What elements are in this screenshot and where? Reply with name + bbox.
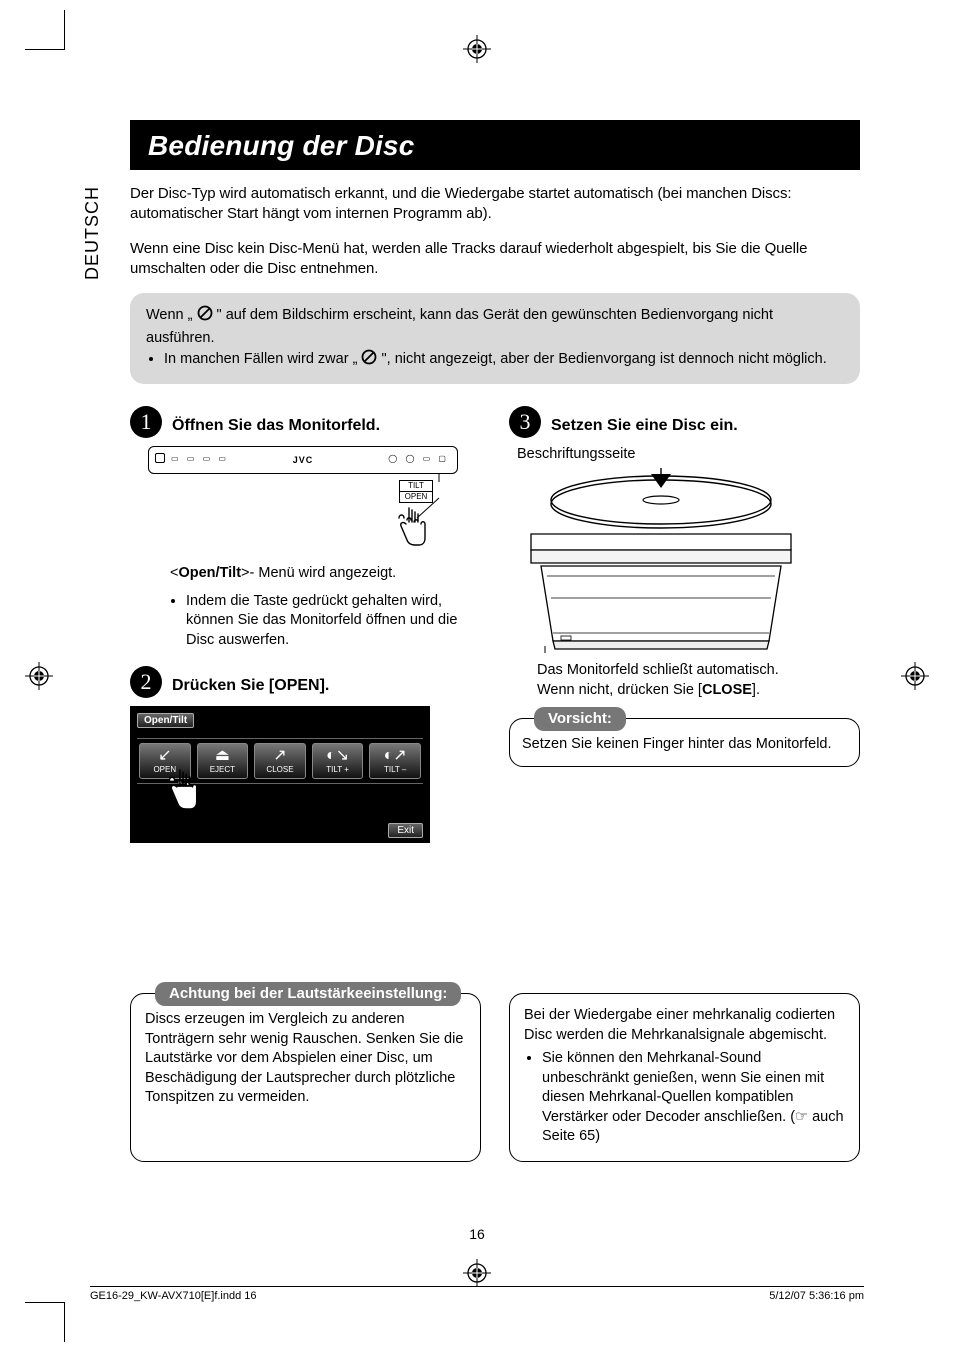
- registration-mark-right: [901, 662, 929, 690]
- step-2-number: 2: [130, 666, 162, 698]
- footer-date: 5/12/07 5:36:16 pm: [769, 1290, 864, 1302]
- step-3-note-2: Wenn nicht, drücken Sie [CLOSE].: [537, 681, 860, 701]
- hand-cursor-icon: [391, 504, 431, 548]
- prohibit-text-2a: In manchen Fällen wird zwar „: [164, 351, 357, 367]
- step-3-number: 3: [509, 406, 541, 438]
- multichannel-box: Bei der Wiedergabe einer mehrkanalig cod…: [509, 993, 860, 1162]
- screen-btn-tilt-plus[interactable]: ◐↘TILT +: [312, 743, 364, 779]
- volume-warning-label: Achtung bei der Lautstärkeeinstellung:: [155, 982, 461, 1006]
- language-tab: DEUTSCH: [82, 186, 103, 280]
- footer: GE16-29_KW-AVX710[E]f.indd 16 5/12/07 5:…: [90, 1286, 864, 1302]
- registration-mark-bottom: [463, 1259, 491, 1287]
- registration-mark-top: [463, 35, 491, 63]
- screen-btn-tilt-minus[interactable]: ◐↗TILT –: [369, 743, 421, 779]
- crop-mark-bl: [25, 1302, 65, 1342]
- prohibit-text-1b: " auf dem Bildschirm erscheint, kann das…: [146, 307, 773, 346]
- volume-warning-text: Discs erzeugen im Vergleich zu anderen T…: [145, 1010, 466, 1108]
- step-3-note-1: Das Monitorfeld schließt automatisch.: [537, 661, 860, 681]
- prohibit-icon: [361, 349, 377, 372]
- caution-text: Setzen Sie keinen Finger hinter das Moni…: [522, 735, 847, 754]
- step-1-bullet: Indem die Taste gedrückt gehalten wird, …: [186, 592, 481, 651]
- page-number: 16: [469, 1226, 485, 1242]
- page-title-bar: Bedienung der Disc: [130, 120, 860, 170]
- crop-mark-tl: [25, 10, 65, 50]
- open-tilt-screen: Open/Tilt ↙OPEN ⏏EJECT ↗CLOSE ◐↘TILT + ◐…: [130, 706, 430, 843]
- device-panel-illustration: ▭ ▭ ▭ ▭ JVC ◯ ◯ ▭ ▢: [148, 446, 458, 474]
- prohibit-callout: Wenn „ " auf dem Bildschirm erscheint, k…: [130, 293, 860, 384]
- caution-box: Vorsicht: Setzen Sie keinen Finger hinte…: [509, 718, 860, 767]
- step-2-title: Drücken Sie [OPEN].: [172, 677, 329, 698]
- intro-paragraph-1: Der Disc-Typ wird automatisch erkannt, u…: [130, 184, 860, 225]
- volume-warning-box: Achtung bei der Lautstärkeeinstellung: D…: [130, 993, 481, 1162]
- caution-label: Vorsicht:: [534, 707, 626, 731]
- device-brand: JVC: [293, 455, 314, 465]
- registration-mark-left: [25, 662, 53, 690]
- step-3-caption: Beschriftungsseite: [517, 446, 860, 462]
- screen-title: Open/Tilt: [137, 713, 194, 728]
- hand-cursor-icon: [161, 765, 203, 816]
- step-3-title: Setzen Sie eine Disc ein.: [551, 417, 738, 438]
- step-1-number: 1: [130, 406, 162, 438]
- step-1-title: Öffnen Sie das Monitorfeld.: [172, 417, 380, 438]
- prohibit-icon: [197, 305, 213, 328]
- prohibit-text-1a: Wenn „: [146, 307, 192, 323]
- page-title: Bedienung der Disc: [148, 130, 842, 162]
- multichannel-p1: Bei der Wiedergabe einer mehrkanalig cod…: [524, 1006, 845, 1045]
- prohibit-text-2b: ", nicht angezeigt, aber der Bedienvorga…: [381, 351, 826, 367]
- intro-paragraph-2: Wenn eine Disc kein Disc-Menü hat, werde…: [130, 239, 860, 280]
- screen-btn-close[interactable]: ↗CLOSE: [254, 743, 306, 779]
- screen-exit[interactable]: Exit: [388, 823, 423, 838]
- screen-btn-eject[interactable]: ⏏EJECT: [197, 743, 249, 779]
- disc-insert-illustration: [521, 468, 801, 653]
- multichannel-bullet: Sie können den Mehrkanal-Sound unbeschrä…: [542, 1049, 845, 1147]
- footer-file: GE16-29_KW-AVX710[E]f.indd 16: [90, 1290, 257, 1302]
